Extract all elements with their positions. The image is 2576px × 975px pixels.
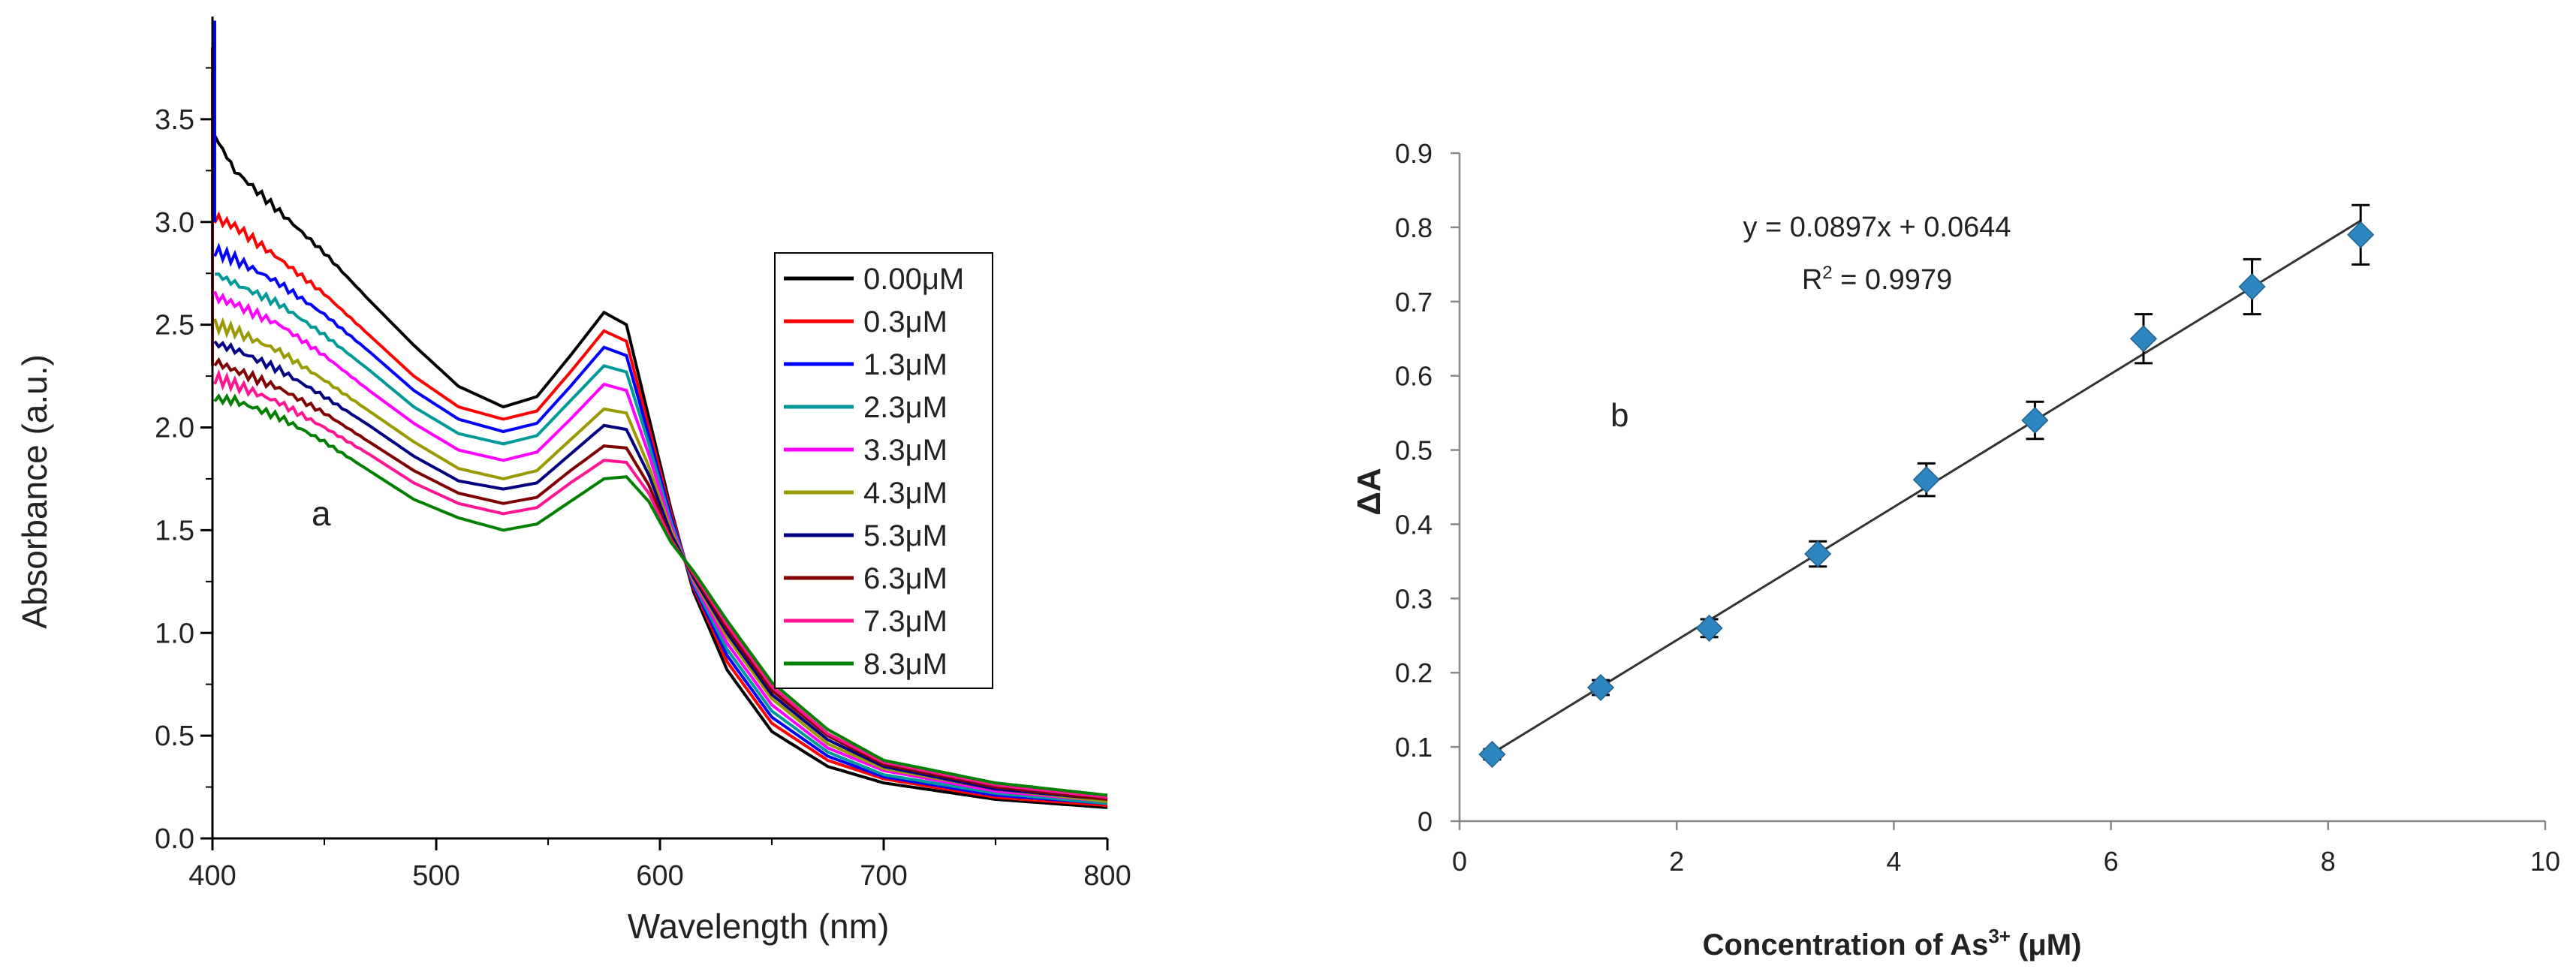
chart-b-x-axis-label-text: Concentration of As: [1703, 928, 1989, 961]
chart-b-r-squared: R2 = 0.9979: [1802, 263, 1952, 296]
chart-b: 0 2 4 6 8 10 0 0.1 0.2 0.3 0.4 0.5 0.6 0.7 0.8 0.9 y = …: [1351, 138, 2560, 961]
chart-b-x-axis-label-unit: (μM): [2018, 928, 2081, 961]
chart-a-legend-label-4: 3.3μM: [863, 434, 948, 467]
chart-a-axes: 400 500 600 700 800 0.0 0.5 1.0 1.5 2.0 2.5 3.0 3.5: [155, 17, 1131, 892]
chart-a-series-line-1: [213, 211, 1108, 808]
chart-a-series-line-9: [213, 393, 1108, 797]
chart-b-x-axis-label-sup: 3+: [1988, 925, 2011, 947]
chart-a-legend-label-2: 1.3μM: [863, 348, 948, 381]
chart-a-series-line-2: [213, 242, 1108, 805]
chart-b-y-axis-label: ΔA: [1351, 468, 1387, 515]
chart-b-y-tick-label: 0.9: [1395, 138, 1433, 169]
chart-b-r-squared-sup: 2: [1822, 263, 1832, 283]
chart-b-x-tick-label: 6: [2104, 846, 2119, 877]
chart-a-legend-label-1: 0.3μM: [863, 305, 948, 339]
chart-a-legend-label-7: 6.3μM: [863, 562, 948, 595]
chart-a-series-line-7: [213, 357, 1108, 801]
chart-a-legend-label-6: 5.3μM: [863, 519, 948, 552]
chart-b-y-tick-label: 0.6: [1395, 361, 1433, 392]
chart-a-y-tick-label: 0.0: [155, 823, 194, 855]
chart-a-x-tick-label: 700: [860, 860, 907, 892]
chart-b-point-5: [2021, 406, 2049, 435]
chart-b-y-tick-label: 0.4: [1395, 509, 1433, 540]
chart-b-x-tick-label: 2: [1669, 846, 1684, 877]
chart-a-y-tick-label: 1.0: [155, 618, 194, 649]
chart-b-y-tick-label: 0.5: [1395, 435, 1433, 466]
chart-b-point-1: [1586, 673, 1615, 702]
chart-a-y-tick-label: 2.0: [155, 413, 194, 444]
chart-a-x-tick-label: 800: [1083, 860, 1131, 892]
chart-a-legend: 0.00μM 0.3μM 1.3μM 2.3μM 3.3μM 4.3μM 5.3μM 6.3μ…: [774, 252, 993, 689]
chart-b-points-group: [1478, 203, 2375, 769]
chart-b-x-tick-label: 10: [2530, 846, 2560, 877]
chart-b-r-squared-label: R: [1802, 264, 1822, 296]
chart-b-equation: y = 0.0897x + 0.0644: [1743, 212, 2011, 243]
chart-a-x-axis-label: Wavelength (nm): [628, 907, 890, 946]
chart-b-point-4: [1912, 466, 1940, 494]
chart-a-legend-label-5: 4.3μM: [863, 477, 948, 510]
chart-a-legend-label-3: 2.3μM: [863, 391, 948, 424]
chart-b-point-3: [1804, 540, 1832, 568]
chart-a-series-line-6: [213, 340, 1108, 801]
chart-b-y-tick-label: 0.7: [1395, 287, 1433, 317]
chart-a-y-tick-label: 0.5: [155, 721, 194, 752]
chart-a-y-tick-label: 1.5: [155, 515, 194, 546]
chart-a-y-tick-label: 3.5: [155, 104, 194, 136]
chart-b-panel-label: b: [1610, 397, 1628, 434]
chart-b-point-2: [1695, 614, 1723, 642]
chart-a-series-line-4: [213, 290, 1108, 803]
chart-b-y-tick-label: 0.3: [1395, 583, 1433, 614]
chart-a-legend-label-8: 7.3μM: [863, 605, 948, 638]
chart-b-r-squared-value: = 0.9979: [1833, 264, 1953, 296]
chart-b-y-tick-label: 0.2: [1395, 658, 1433, 688]
chart-b-y-tick-label: 0.8: [1395, 212, 1433, 243]
chart-a-y-axis-label: Absorbance (a.u.): [15, 354, 54, 629]
chart-a-series-line-0: [213, 134, 1108, 809]
chart-b-x-axis-label: Concentration of As3+ (μM): [1703, 925, 2082, 961]
chart-b-y-tick-label: 0.1: [1395, 732, 1433, 763]
chart-b-axes: 0 2 4 6 8 10 0 0.1 0.2 0.3 0.4 0.5 0.6 0.7 0.8 0.9: [1395, 138, 2560, 877]
chart-b-x-tick-label: 0: [1452, 846, 1467, 877]
chart-a-legend-label-9: 8.3μM: [863, 648, 948, 681]
chart-b-point-7: [2238, 272, 2266, 301]
chart-a-series-line-8: [213, 369, 1108, 799]
chart-a-x-tick-label: 600: [636, 860, 683, 892]
chart-a-series-line-3: [214, 272, 1108, 805]
chart-a-x-tick-label: 400: [188, 860, 236, 892]
chart-a-y-tick-label: 3.0: [155, 207, 194, 239]
chart-a-y-tick-label: 2.5: [155, 310, 194, 342]
chart-b-point-0: [1478, 740, 1506, 769]
chart-a-legend-label-0: 0.00μM: [863, 263, 964, 296]
chart-b-x-tick-label: 4: [1886, 846, 1901, 877]
chart-a: 400 500 600 700 8000.00.51.01.52.02.53.03.5 …: [15, 17, 1131, 946]
chart-b-point-8: [2347, 221, 2375, 248]
chart-b-y-tick-label: 0: [1418, 806, 1433, 837]
chart-b-point-6: [2129, 325, 2158, 353]
chart-a-x-tick-label: 500: [412, 860, 459, 892]
chart-a-legend-box: [774, 252, 993, 689]
chart-b-x-tick-label: 8: [2321, 846, 2336, 877]
chart-a-panel-label: a: [312, 494, 331, 533]
